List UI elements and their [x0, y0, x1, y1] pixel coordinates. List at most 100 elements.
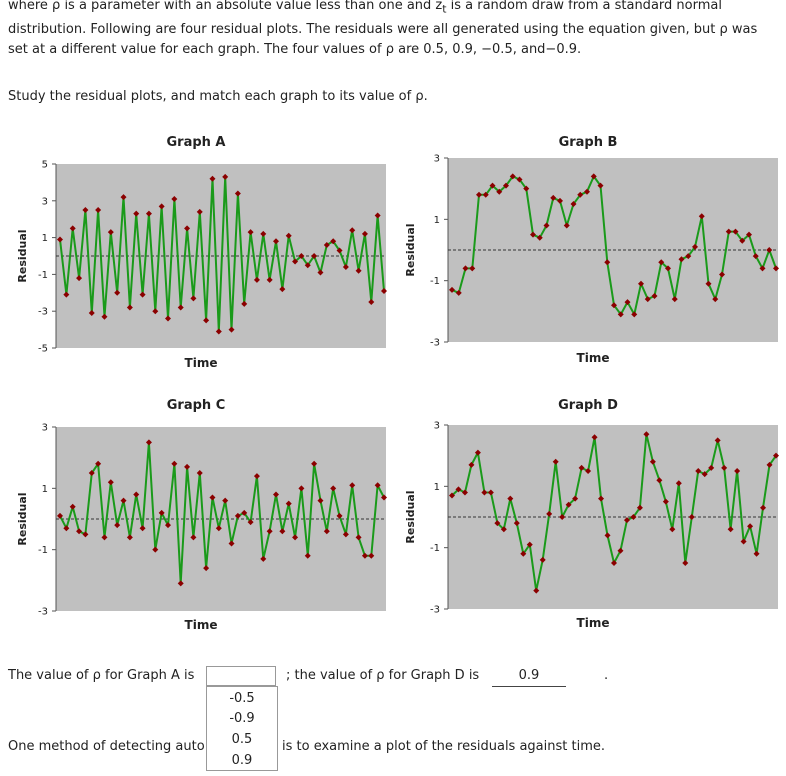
- y-tick-label: -1: [430, 543, 440, 554]
- chart-title: Graph B: [559, 135, 618, 150]
- graph-c-chart: 3 1 -1 -3 Graph C Time Residual: [8, 391, 388, 632]
- data-point: [215, 328, 222, 335]
- data-point: [695, 468, 702, 474]
- data-point: [584, 188, 590, 195]
- data-point: [597, 182, 604, 189]
- data-point: [120, 194, 127, 201]
- data-point: [759, 265, 766, 272]
- graph-b-chart: 3 1 -1 -3 Graph B Time Residual: [400, 128, 780, 368]
- data-point: [658, 259, 665, 266]
- data-point: [292, 258, 299, 265]
- y-tick-label: -1: [430, 276, 440, 287]
- data-point: [468, 461, 475, 468]
- data-point: [368, 299, 375, 305]
- residual-series-line: [59, 175, 385, 333]
- data-point: [298, 253, 305, 259]
- data-point: [374, 212, 381, 219]
- data-point: [114, 522, 121, 529]
- data-point: [95, 207, 102, 213]
- data-point: [336, 247, 343, 254]
- data-point: [557, 197, 563, 204]
- data-point: [662, 498, 669, 505]
- graph-a-dropdown-list[interactable]: -0.5 -0.9 0.5 0.9: [206, 686, 278, 771]
- data-point: [719, 271, 725, 278]
- data-point: [753, 550, 760, 557]
- data-point: [455, 486, 462, 493]
- data-point: [760, 504, 767, 511]
- data-point: [500, 526, 507, 533]
- data-point: [721, 464, 728, 471]
- data-point: [139, 291, 146, 298]
- y-tick-label: -5: [38, 344, 48, 355]
- data-point: [171, 460, 178, 467]
- chart-svg: 5 3 1 -1 -3 -5 Graph A Time Residual: [16, 135, 387, 370]
- data-point: [342, 531, 349, 538]
- data-point: [705, 280, 712, 287]
- data-point: [260, 230, 267, 237]
- data-point: [685, 253, 692, 260]
- data-point: [590, 173, 597, 180]
- dropdown-option[interactable]: -0.5: [229, 691, 255, 706]
- data-point: [209, 494, 216, 501]
- y-tick-label: -1: [38, 270, 48, 281]
- data-point: [285, 232, 292, 239]
- data-point: [292, 534, 299, 541]
- data-point: [234, 512, 241, 519]
- data-point: [533, 587, 540, 594]
- data-point: [126, 304, 133, 311]
- graph-a-select[interactable]: [206, 666, 276, 686]
- data-point: [598, 495, 605, 502]
- chart-svg: 3 1 -1 -3 Graph B Time Residual: [404, 135, 779, 365]
- data-point: [165, 522, 171, 529]
- data-point: [76, 528, 83, 535]
- data-point: [747, 523, 754, 530]
- dropdown-option[interactable]: -0.9: [229, 711, 255, 726]
- data-point: [591, 434, 598, 441]
- y-tick-label: 3: [434, 421, 440, 432]
- graph-d-answer[interactable]: 0.9: [492, 666, 566, 687]
- y-tick-label: 3: [42, 423, 48, 434]
- data-point: [585, 468, 592, 474]
- data-point: [273, 238, 279, 245]
- y-axis-label: Residual: [16, 229, 29, 282]
- data-point: [158, 509, 165, 516]
- data-point: [114, 289, 121, 296]
- data-point: [260, 555, 267, 562]
- data-point: [177, 304, 184, 311]
- data-point: [285, 500, 292, 507]
- x-axis-label: Time: [577, 351, 610, 365]
- graph-d-chart: 3 1 -1 -3 Graph D Time Residual: [400, 391, 780, 631]
- data-point: [773, 265, 779, 272]
- data-point: [381, 287, 387, 294]
- data-point: [507, 495, 514, 502]
- data-point: [678, 256, 685, 263]
- data-point: [644, 296, 651, 303]
- data-point: [487, 489, 494, 496]
- data-point: [631, 311, 638, 318]
- data-point: [766, 461, 773, 468]
- data-point: [559, 514, 566, 520]
- data-point: [304, 262, 311, 269]
- data-point: [266, 276, 273, 283]
- data-point: [247, 229, 254, 236]
- data-point: [304, 552, 311, 559]
- data-point: [171, 195, 178, 202]
- dropdown-option[interactable]: 0.5: [231, 732, 253, 747]
- data-point: [611, 302, 617, 309]
- data-point: [279, 286, 286, 293]
- data-point: [570, 201, 577, 207]
- dropdown-option[interactable]: 0.9: [231, 753, 253, 768]
- y-tick-label: 3: [42, 196, 48, 207]
- data-point: [665, 265, 671, 272]
- data-point: [139, 525, 146, 532]
- data-point: [330, 238, 337, 245]
- data-point: [572, 495, 579, 502]
- data-point: [145, 439, 152, 446]
- data-point: [630, 514, 637, 520]
- data-point: [349, 482, 356, 489]
- data-point: [617, 547, 624, 554]
- data-point: [617, 311, 624, 318]
- data-point: [336, 512, 343, 519]
- data-point: [546, 510, 553, 517]
- data-point: [247, 519, 254, 526]
